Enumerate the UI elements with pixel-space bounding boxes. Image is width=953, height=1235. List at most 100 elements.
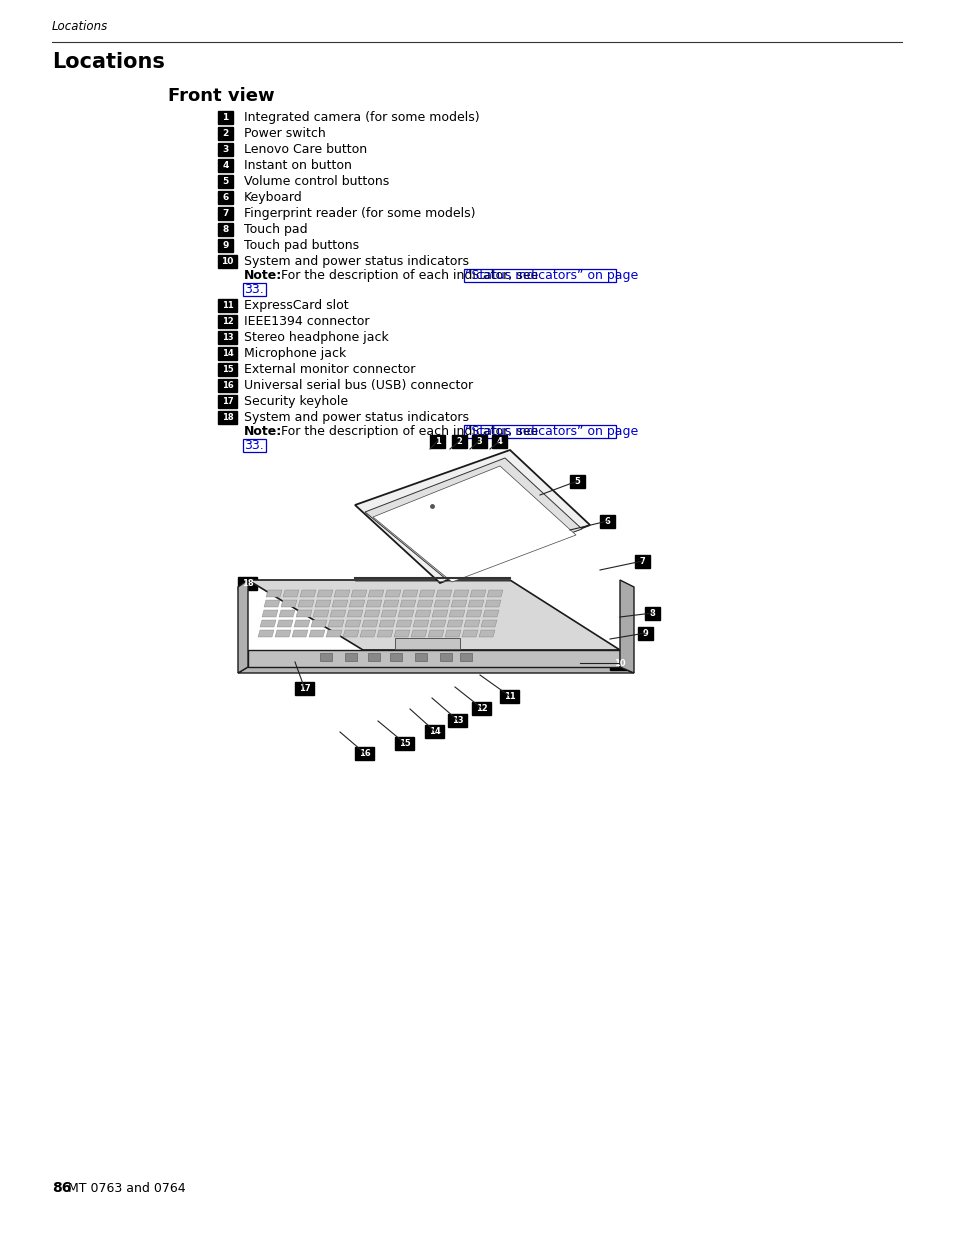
Text: 7: 7 [639, 557, 644, 566]
FancyBboxPatch shape [218, 111, 233, 124]
FancyBboxPatch shape [237, 577, 256, 590]
Text: 2: 2 [222, 128, 229, 138]
Text: 16: 16 [358, 748, 370, 758]
Text: IEEE1394 connector: IEEE1394 connector [244, 315, 369, 329]
Polygon shape [380, 610, 396, 618]
FancyBboxPatch shape [635, 555, 649, 568]
Polygon shape [314, 600, 331, 606]
Polygon shape [447, 620, 462, 627]
Polygon shape [274, 630, 291, 637]
FancyBboxPatch shape [218, 159, 233, 172]
Text: 12: 12 [221, 317, 233, 326]
Text: MT 0763 and 0764: MT 0763 and 0764 [68, 1182, 186, 1195]
Text: 9: 9 [222, 241, 229, 249]
Text: 33.: 33. [244, 438, 263, 452]
Polygon shape [326, 630, 341, 637]
FancyBboxPatch shape [218, 207, 233, 220]
Polygon shape [470, 590, 485, 597]
Text: System and power status indicators: System and power status indicators [244, 411, 469, 424]
Text: 2: 2 [456, 437, 462, 446]
Polygon shape [266, 590, 282, 597]
Text: 16: 16 [221, 382, 233, 390]
Polygon shape [359, 630, 375, 637]
Text: 17: 17 [298, 684, 310, 693]
Text: Power switch: Power switch [244, 127, 325, 140]
Polygon shape [459, 653, 472, 661]
Polygon shape [449, 610, 464, 618]
Polygon shape [411, 630, 427, 637]
FancyBboxPatch shape [472, 435, 486, 448]
Text: 12: 12 [476, 704, 487, 713]
Polygon shape [364, 610, 379, 618]
Polygon shape [330, 610, 346, 618]
Text: 18: 18 [241, 579, 253, 588]
Text: Universal serial bus (USB) connector: Universal serial bus (USB) connector [244, 379, 473, 391]
FancyBboxPatch shape [218, 240, 233, 252]
Polygon shape [378, 620, 395, 627]
Text: For the description of each indicator, see: For the description of each indicator, s… [276, 269, 541, 282]
FancyBboxPatch shape [638, 627, 652, 640]
Polygon shape [382, 600, 398, 606]
Polygon shape [385, 590, 400, 597]
Polygon shape [395, 638, 459, 650]
Polygon shape [347, 610, 363, 618]
Polygon shape [619, 580, 634, 673]
Text: “Status indicators” on page: “Status indicators” on page [464, 425, 638, 438]
Polygon shape [365, 458, 581, 579]
Polygon shape [368, 653, 379, 661]
Polygon shape [355, 450, 589, 583]
Polygon shape [395, 620, 412, 627]
Text: “Status indicators” on page: “Status indicators” on page [464, 269, 638, 282]
Polygon shape [319, 653, 332, 661]
Text: External monitor connector: External monitor connector [244, 363, 415, 375]
Text: 3: 3 [476, 437, 482, 446]
Polygon shape [468, 600, 483, 606]
Polygon shape [486, 590, 502, 597]
Text: 17: 17 [221, 396, 233, 406]
FancyBboxPatch shape [472, 701, 491, 715]
Text: 14: 14 [428, 727, 440, 736]
Text: 6: 6 [604, 517, 610, 526]
Text: 86: 86 [52, 1181, 71, 1195]
Polygon shape [248, 650, 619, 667]
FancyBboxPatch shape [599, 515, 615, 529]
Text: Instant on button: Instant on button [244, 159, 352, 172]
FancyBboxPatch shape [430, 435, 444, 448]
Text: 33.: 33. [244, 283, 263, 296]
FancyBboxPatch shape [218, 347, 236, 359]
Text: Keyboard: Keyboard [244, 191, 302, 204]
FancyBboxPatch shape [569, 475, 584, 488]
FancyBboxPatch shape [218, 254, 236, 268]
Text: 15: 15 [221, 366, 233, 374]
FancyBboxPatch shape [218, 299, 236, 312]
Polygon shape [430, 620, 446, 627]
Text: 5: 5 [574, 477, 579, 487]
Polygon shape [432, 610, 448, 618]
Polygon shape [376, 630, 393, 637]
Polygon shape [257, 630, 274, 637]
Polygon shape [260, 620, 275, 627]
Polygon shape [351, 590, 367, 597]
Polygon shape [368, 590, 384, 597]
FancyBboxPatch shape [218, 331, 236, 345]
Text: Security keyhole: Security keyhole [244, 395, 348, 408]
FancyBboxPatch shape [218, 224, 233, 236]
FancyBboxPatch shape [218, 379, 236, 391]
FancyBboxPatch shape [492, 435, 506, 448]
Polygon shape [292, 630, 308, 637]
Polygon shape [434, 600, 450, 606]
Polygon shape [345, 653, 356, 661]
Text: 15: 15 [398, 739, 410, 748]
Polygon shape [373, 466, 576, 582]
FancyBboxPatch shape [218, 363, 236, 375]
Text: 4: 4 [222, 161, 229, 170]
FancyBboxPatch shape [395, 737, 414, 750]
Text: 8: 8 [649, 609, 655, 618]
Text: 10: 10 [221, 257, 233, 266]
Polygon shape [436, 590, 452, 597]
Polygon shape [264, 600, 280, 606]
FancyBboxPatch shape [218, 143, 233, 156]
Polygon shape [401, 590, 417, 597]
FancyBboxPatch shape [218, 395, 236, 408]
FancyBboxPatch shape [609, 657, 628, 671]
